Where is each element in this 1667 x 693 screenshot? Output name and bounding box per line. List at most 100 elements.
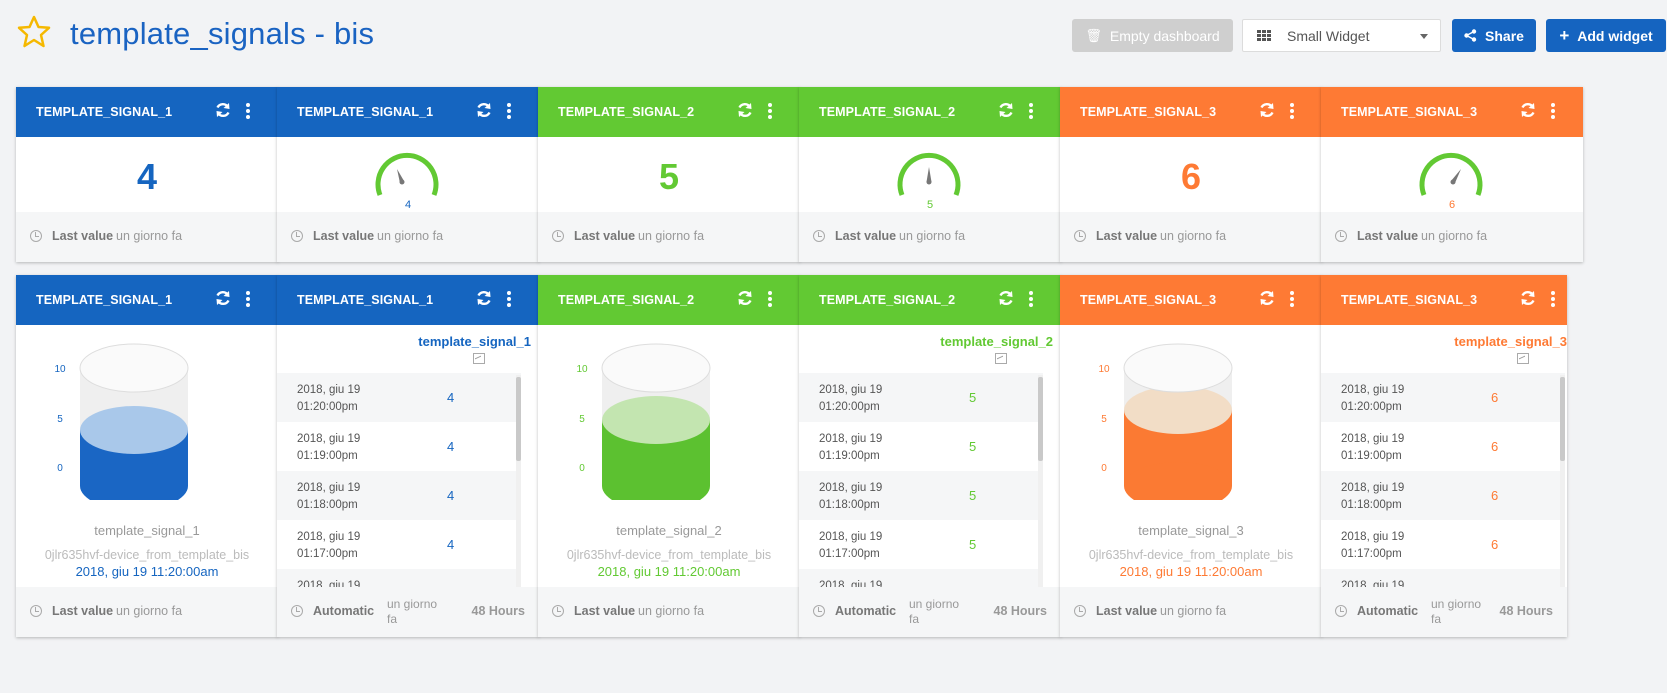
widget-title: TEMPLATE_SIGNAL_2 [819, 293, 956, 307]
widget-size-value: Small Widget [1287, 27, 1370, 44]
refresh-icon[interactable] [1258, 101, 1276, 119]
scrollbar[interactable] [1038, 375, 1043, 591]
widget-tank-card: TEMPLATE_SIGNAL_2 10 5 0 template_signal… [538, 275, 800, 637]
refresh-icon[interactable] [1519, 289, 1537, 307]
row-time: 01:20:00pm [297, 401, 358, 413]
widget-footer: Last value un giorno fa [16, 587, 278, 637]
widget-footer: Automatic un giorno fa 48 Hours [277, 587, 539, 637]
refresh-icon[interactable] [997, 289, 1015, 307]
clock-icon [30, 230, 42, 242]
gauge-chart [897, 152, 961, 196]
footer-label[interactable]: Automatic [313, 604, 375, 618]
widget-value-card: TEMPLATE_SIGNAL_2 5 Last value un giorno… [538, 87, 800, 262]
more-vertical-icon[interactable] [768, 291, 772, 307]
refresh-icon[interactable] [214, 101, 232, 119]
top-bar: template_signals - bis 🗑 Empty dashboard… [0, 0, 1667, 70]
refresh-icon[interactable] [997, 101, 1015, 119]
tank-date: 2018, giu 19 11:20:00am [1119, 564, 1263, 579]
more-vertical-icon[interactable] [1029, 103, 1033, 119]
axis-tick: 5 [57, 414, 63, 425]
table-column-header[interactable]: template_signal_2 [940, 334, 1053, 349]
more-vertical-icon[interactable] [1029, 291, 1033, 307]
chevron-down-icon [1420, 34, 1428, 39]
scrollbar[interactable] [1560, 375, 1565, 591]
widget-header: TEMPLATE_SIGNAL_2 [799, 87, 1061, 137]
footer-label: Last value [574, 229, 636, 243]
chart-icon[interactable] [473, 353, 485, 364]
refresh-icon[interactable] [736, 289, 754, 307]
plus-icon: + [1559, 25, 1570, 45]
row-time: 01:18:00pm [819, 499, 880, 511]
widget-size-select[interactable]: Small Widget [1242, 19, 1441, 52]
more-vertical-icon[interactable] [1290, 103, 1294, 119]
widget-header: TEMPLATE_SIGNAL_1 [16, 275, 278, 325]
axis-tick: 5 [579, 414, 585, 425]
table-body[interactable]: 2018, giu 19 01:20:00pm 6 2018, giu 19 01:1… [1321, 373, 1565, 592]
footer-label: Last value [313, 229, 375, 243]
footer-label: Last value [1096, 229, 1158, 243]
row-time: 01:20:00pm [819, 401, 880, 413]
widget-title: TEMPLATE_SIGNAL_3 [1080, 105, 1217, 119]
footer-label[interactable]: Automatic [1357, 604, 1419, 618]
chart-icon[interactable] [1517, 353, 1529, 364]
footer-time: un giorno fa [116, 604, 183, 618]
more-vertical-icon[interactable] [246, 103, 250, 119]
more-vertical-icon[interactable] [1551, 291, 1555, 307]
widget-table-card: TEMPLATE_SIGNAL_3 template_signal_3 2018… [1321, 275, 1567, 637]
footer-time: un giorno fa [899, 229, 966, 243]
widget-header: TEMPLATE_SIGNAL_2 [799, 275, 1061, 325]
widget-title: TEMPLATE_SIGNAL_3 [1341, 293, 1478, 307]
table-body[interactable]: 2018, giu 19 01:20:00pm 5 2018, giu 19 01:1… [799, 373, 1043, 592]
widget-title: TEMPLATE_SIGNAL_1 [36, 105, 173, 119]
tank-date: 2018, giu 19 11:20:00am [75, 564, 219, 579]
row-value: 4 [447, 390, 455, 405]
row-time: 01:17:00pm [819, 548, 880, 560]
row-date: 2018, giu 19 [297, 482, 361, 494]
row-time: 01:17:00pm [297, 548, 358, 560]
gauge-value: 4 [404, 199, 412, 211]
footer-range[interactable]: 48 Hours [1499, 604, 1554, 618]
widget-title: TEMPLATE_SIGNAL_2 [819, 105, 956, 119]
widget-header: TEMPLATE_SIGNAL_3 [1321, 275, 1567, 325]
refresh-icon[interactable] [1519, 101, 1537, 119]
footer-range[interactable]: 48 Hours [993, 604, 1048, 618]
widget-footer: Last value un giorno fa [1060, 587, 1322, 637]
share-button[interactable]: Share [1452, 19, 1536, 52]
footer-label[interactable]: Automatic [835, 604, 897, 618]
more-vertical-icon[interactable] [1551, 103, 1555, 119]
refresh-icon[interactable] [736, 101, 754, 119]
table-row: 2018, giu 19 01:17:00pm 4 [277, 520, 521, 569]
footer-label: Last value [835, 229, 897, 243]
footer-range[interactable]: 48 Hours [471, 604, 526, 618]
refresh-icon[interactable] [214, 289, 232, 307]
row-time: 01:18:00pm [297, 499, 358, 511]
widget-header: TEMPLATE_SIGNAL_1 [277, 275, 539, 325]
favorite-star-icon[interactable] [16, 14, 52, 50]
more-vertical-icon[interactable] [768, 103, 772, 119]
more-vertical-icon[interactable] [507, 103, 511, 119]
clock-icon [1335, 230, 1347, 242]
footer-time: un giorno fa [1160, 604, 1227, 618]
add-widget-button[interactable]: + Add widget [1546, 19, 1666, 52]
widget-footer: Last value un giorno fa [799, 212, 1061, 262]
row-date: 2018, giu 19 [819, 384, 883, 396]
tank-signal-name: template_signal_2 [616, 523, 722, 538]
widget-value: 5 [658, 156, 680, 197]
gauge-chart [1419, 152, 1483, 196]
more-vertical-icon[interactable] [507, 291, 511, 307]
refresh-icon[interactable] [1258, 289, 1276, 307]
refresh-icon[interactable] [475, 289, 493, 307]
scrollbar[interactable] [516, 375, 521, 591]
tank-chart: 10 5 0 [54, 343, 189, 500]
more-vertical-icon[interactable] [246, 291, 250, 307]
tank-signal-name: template_signal_3 [1138, 523, 1244, 538]
chart-icon[interactable] [995, 353, 1007, 364]
table-body[interactable]: 2018, giu 19 01:20:00pm 4 2018, giu 19 01:1… [277, 373, 521, 592]
table-column-header[interactable]: template_signal_3 [1454, 334, 1567, 349]
table-column-header[interactable]: template_signal_1 [418, 334, 531, 349]
footer-time: un giorno fa [1160, 229, 1227, 243]
more-vertical-icon[interactable] [1290, 291, 1294, 307]
tank-chart: 10 5 0 [576, 343, 711, 500]
refresh-icon[interactable] [475, 101, 493, 119]
empty-dashboard-button[interactable]: 🗑 Empty dashboard [1072, 19, 1233, 52]
